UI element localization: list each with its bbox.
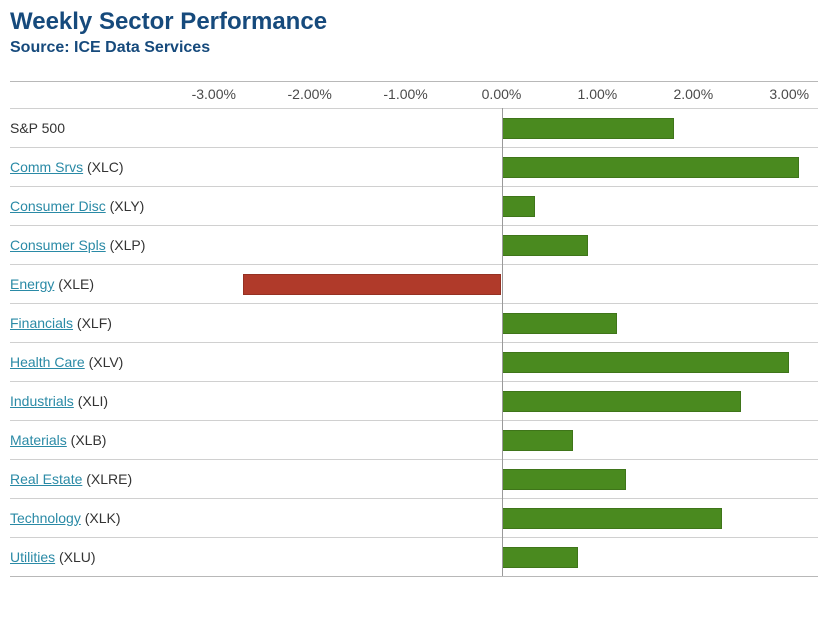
sector-ticker: (XLP) [106,237,146,253]
sector-link[interactable]: Health Care [10,354,85,370]
chart-row: Materials (XLB) [10,420,818,459]
chart-row: Comm Srvs (XLC) [10,147,818,186]
zero-line [502,108,503,576]
sector-ticker: (XLY) [106,198,145,214]
sector-ticker: (XLF) [73,315,112,331]
x-tick-label: -1.00% [383,86,427,102]
x-tick-label: -2.00% [287,86,331,102]
bar [502,118,675,139]
row-label: Technology (XLK) [10,510,185,526]
x-tick-label: 0.00% [482,86,522,102]
bar [502,235,588,256]
chart-subtitle: Source: ICE Data Services [10,39,818,57]
chart-row: Industrials (XLI) [10,381,818,420]
chart-row: Energy (XLE) [10,264,818,303]
chart-row: Consumer Disc (XLY) [10,186,818,225]
bar [243,274,502,295]
chart-rows: S&P 500 Comm Srvs (XLC) Consumer Disc (XLY… [10,108,818,576]
sector-link[interactable]: Utilities [10,549,55,565]
bar [502,313,617,334]
x-axis: -3.00% -2.00% -1.00% 0.00% 1.00% 2.00% 3.00% [10,82,818,108]
sector-link[interactable]: Technology [10,510,81,526]
chart-container: -3.00% -2.00% -1.00% 0.00% 1.00% 2.00% 3.00% S… [10,81,818,577]
bar [502,508,723,529]
bar [502,430,574,451]
chart-row: Real Estate (XLRE) [10,459,818,498]
chart-row: Consumer Spls (XLP) [10,225,818,264]
row-label: Consumer Disc (XLY) [10,198,185,214]
sector-link[interactable]: Materials [10,432,67,448]
x-tick-label: 1.00% [578,86,618,102]
chart-row: S&P 500 [10,108,818,147]
sector-ticker: (XLV) [85,354,124,370]
sector-link[interactable]: Consumer Disc [10,198,106,214]
bar [502,157,799,178]
x-tick-label: -3.00% [192,86,236,102]
sector-name: S&P 500 [10,120,65,136]
bar [502,547,579,568]
sector-ticker: (XLU) [55,549,95,565]
x-tick-label: 2.00% [673,86,713,102]
sector-link[interactable]: Energy [10,276,54,292]
sector-ticker: (XLE) [54,276,94,292]
x-tick-label: 3.00% [769,86,809,102]
sector-ticker: (XLB) [67,432,107,448]
row-label: Financials (XLF) [10,315,185,331]
chart-title: Weekly Sector Performance [10,8,818,37]
sector-link[interactable]: Industrials [10,393,74,409]
row-label: Health Care (XLV) [10,354,185,370]
bar [502,469,627,490]
sector-ticker: (XLRE) [82,471,132,487]
chart-row: Technology (XLK) [10,498,818,537]
bar [502,196,536,217]
bar [502,391,742,412]
bar [502,352,790,373]
chart-row: Utilities (XLU) [10,537,818,576]
row-label: Energy (XLE) [10,276,185,292]
sector-ticker: (XLK) [81,510,121,526]
sector-link[interactable]: Consumer Spls [10,237,106,253]
sector-ticker: (XLC) [83,159,123,175]
chart-row: Financials (XLF) [10,303,818,342]
sector-ticker: (XLI) [74,393,108,409]
row-label: Consumer Spls (XLP) [10,237,185,253]
row-label: Comm Srvs (XLC) [10,159,185,175]
sector-link[interactable]: Real Estate [10,471,82,487]
sector-link[interactable]: Comm Srvs [10,159,83,175]
chart-row: Health Care (XLV) [10,342,818,381]
sector-link[interactable]: Financials [10,315,73,331]
row-label: Materials (XLB) [10,432,185,448]
row-label: Industrials (XLI) [10,393,185,409]
row-label: Real Estate (XLRE) [10,471,185,487]
x-axis-ticks: -3.00% -2.00% -1.00% 0.00% 1.00% 2.00% 3.00% [185,82,818,108]
row-label: S&P 500 [10,120,185,136]
row-label: Utilities (XLU) [10,549,185,565]
